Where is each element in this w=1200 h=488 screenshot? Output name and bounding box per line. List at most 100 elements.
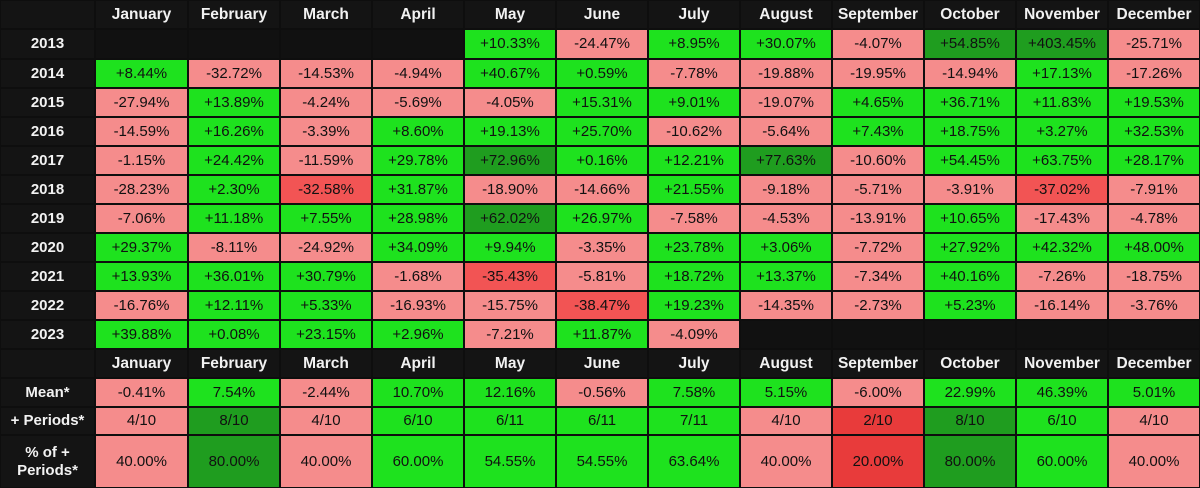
return-cell: -32.72% [188, 59, 280, 88]
return-cell: -7.21% [464, 320, 556, 349]
return-cell: -7.58% [648, 204, 740, 233]
return-cell: +36.01% [188, 262, 280, 291]
return-cell: -4.05% [464, 88, 556, 117]
return-cell: -35.43% [464, 262, 556, 291]
empty-cell [280, 29, 372, 59]
summary-cell: 7.54% [188, 378, 280, 407]
return-cell: +30.79% [280, 262, 372, 291]
return-cell: -1.15% [95, 146, 188, 175]
return-cell: +54.45% [924, 146, 1016, 175]
row-header-2019: 2019 [0, 204, 95, 233]
return-cell: -3.39% [280, 117, 372, 146]
column-header-november: November [1016, 0, 1108, 29]
return-cell: +11.87% [556, 320, 648, 349]
summary-cell: 63.64% [648, 435, 740, 488]
return-cell: -7.78% [648, 59, 740, 88]
return-cell: +3.06% [740, 233, 832, 262]
return-cell: +13.37% [740, 262, 832, 291]
return-cell: -14.35% [740, 291, 832, 320]
column-header-june: June [556, 0, 648, 29]
return-cell: -19.88% [740, 59, 832, 88]
return-cell: -38.47% [556, 291, 648, 320]
summary-cell: 46.39% [1016, 378, 1108, 407]
return-cell: -7.06% [95, 204, 188, 233]
return-cell: +2.30% [188, 175, 280, 204]
return-cell: -19.07% [740, 88, 832, 117]
empty-cell [1108, 320, 1200, 349]
return-cell: -37.02% [1016, 175, 1108, 204]
summary-cell: 4/10 [280, 407, 372, 435]
row-header-2020: 2020 [0, 233, 95, 262]
return-cell: -14.94% [924, 59, 1016, 88]
return-cell: -17.43% [1016, 204, 1108, 233]
return-cell: +29.78% [372, 146, 464, 175]
summary-cell: -0.41% [95, 378, 188, 407]
summary-label: Mean* [0, 378, 95, 407]
return-cell: +42.32% [1016, 233, 1108, 262]
summary-cell: 40.00% [280, 435, 372, 488]
return-cell: -7.34% [832, 262, 924, 291]
summary-cell: 40.00% [1108, 435, 1200, 488]
column-header-2-september: September [832, 349, 924, 378]
column-header-2-july: July [648, 349, 740, 378]
summary-cell: 6/11 [556, 407, 648, 435]
return-cell: +0.59% [556, 59, 648, 88]
column-header-april: April [372, 0, 464, 29]
return-cell: -16.14% [1016, 291, 1108, 320]
empty-cell [832, 320, 924, 349]
return-cell: +48.00% [1108, 233, 1200, 262]
return-cell: +18.75% [924, 117, 1016, 146]
column-header-2-june: June [556, 349, 648, 378]
return-cell: +7.55% [280, 204, 372, 233]
return-cell: +40.16% [924, 262, 1016, 291]
return-cell: -18.90% [464, 175, 556, 204]
return-cell: -3.35% [556, 233, 648, 262]
return-cell: -14.59% [95, 117, 188, 146]
return-cell: +27.92% [924, 233, 1016, 262]
return-cell: -17.26% [1108, 59, 1200, 88]
return-cell: +28.98% [372, 204, 464, 233]
summary-cell: 54.55% [464, 435, 556, 488]
return-cell: -13.91% [832, 204, 924, 233]
row-header-2013: 2013 [0, 29, 95, 59]
return-cell: -16.93% [372, 291, 464, 320]
return-cell: +28.17% [1108, 146, 1200, 175]
column-header-february: February [188, 0, 280, 29]
return-cell: -9.18% [740, 175, 832, 204]
return-cell: +30.07% [740, 29, 832, 59]
return-cell: -1.68% [372, 262, 464, 291]
return-cell: +12.21% [648, 146, 740, 175]
return-cell: +11.83% [1016, 88, 1108, 117]
return-cell: +3.27% [1016, 117, 1108, 146]
return-cell: -7.26% [1016, 262, 1108, 291]
row-header-2018: 2018 [0, 175, 95, 204]
column-header-2-january: January [95, 349, 188, 378]
empty-cell [740, 320, 832, 349]
return-cell: -7.91% [1108, 175, 1200, 204]
summary-cell: 40.00% [740, 435, 832, 488]
column-header-august: August [740, 0, 832, 29]
return-cell: -3.91% [924, 175, 1016, 204]
return-cell: -24.92% [280, 233, 372, 262]
summary-cell: 22.99% [924, 378, 1016, 407]
return-cell: +5.23% [924, 291, 1016, 320]
return-cell: -4.24% [280, 88, 372, 117]
return-cell: +29.37% [95, 233, 188, 262]
return-cell: -32.58% [280, 175, 372, 204]
return-cell: +19.23% [648, 291, 740, 320]
return-cell: +77.63% [740, 146, 832, 175]
return-cell: +39.88% [95, 320, 188, 349]
return-cell: -3.76% [1108, 291, 1200, 320]
return-cell: +9.94% [464, 233, 556, 262]
return-cell: +2.96% [372, 320, 464, 349]
return-cell: -2.73% [832, 291, 924, 320]
return-cell: -5.69% [372, 88, 464, 117]
summary-label: % of + Periods* [0, 435, 95, 488]
return-cell: +23.78% [648, 233, 740, 262]
return-cell: +32.53% [1108, 117, 1200, 146]
return-cell: -8.11% [188, 233, 280, 262]
return-cell: +10.33% [464, 29, 556, 59]
column-header-2-august: August [740, 349, 832, 378]
return-cell: +25.70% [556, 117, 648, 146]
